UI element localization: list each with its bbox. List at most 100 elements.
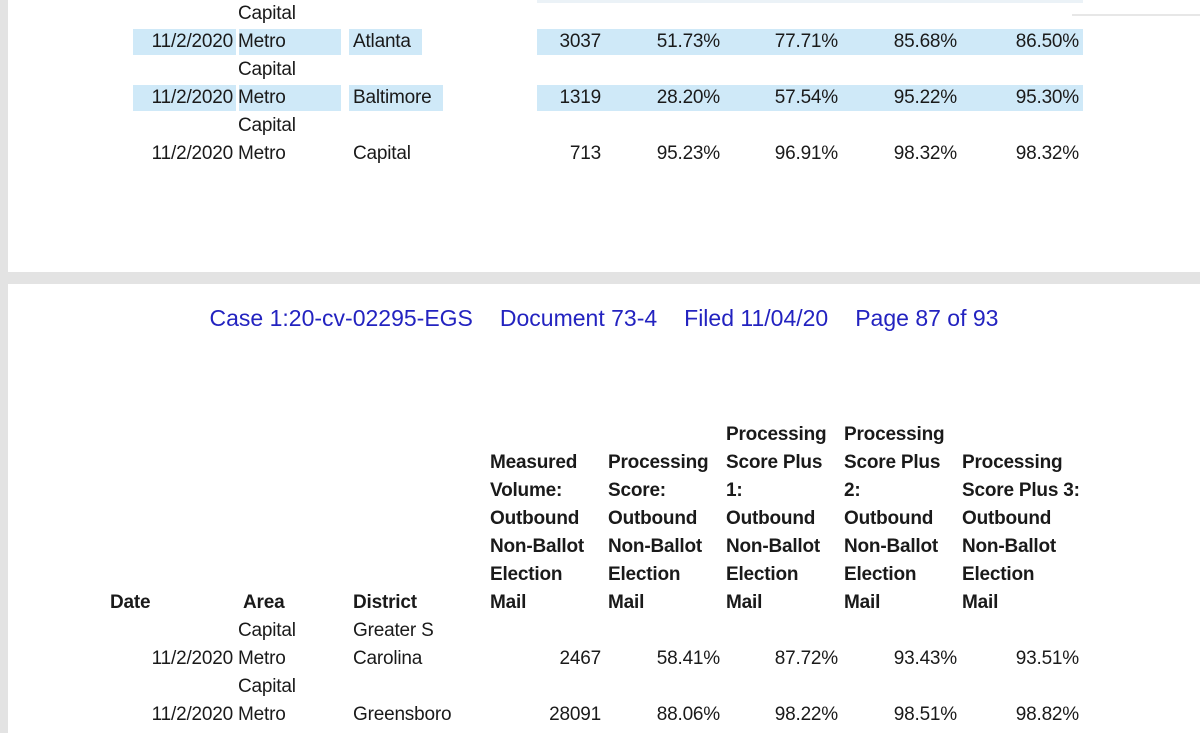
cutoff-row-highlight-edge	[537, 0, 1083, 3]
score-cell: 57.54%	[774, 87, 838, 108]
faint-rule-artifact	[1072, 14, 1200, 16]
selection-highlight	[133, 29, 236, 55]
stamp-document-number: Document 73-4	[499, 305, 658, 331]
column-header-metric: Mail	[962, 592, 999, 613]
case-stamp: Case 1:20-cv-02295-EGS Document 73-4 Fil…	[8, 302, 1200, 334]
stamp-filed-date: Filed 11/04/20	[684, 305, 829, 331]
column-header-date: Date	[110, 592, 151, 613]
area-cell: Capital	[238, 115, 296, 136]
score-cell: 93.51%	[1015, 648, 1079, 669]
date-cell: 11/2/2020	[151, 31, 234, 52]
column-header-metric: Score:	[608, 480, 666, 501]
column-header-metric: Processing	[962, 452, 1063, 473]
area-cell: Capital	[238, 59, 296, 80]
district-cell: Capital	[353, 143, 411, 164]
area-cell: Capital	[238, 3, 296, 24]
column-header-metric: Election	[490, 564, 563, 585]
score-cell: 98.32%	[1015, 143, 1079, 164]
column-header-metric: Mail	[726, 592, 763, 613]
selection-highlight	[537, 29, 1083, 55]
column-header-metric: Outbound	[844, 508, 934, 529]
column-header-metric: Score Plus	[726, 452, 823, 473]
date-cell: 11/2/2020	[151, 143, 234, 164]
column-header-metric: 2:	[844, 480, 861, 501]
score-cell: 98.82%	[1015, 704, 1079, 725]
date-cell: 11/2/2020	[151, 648, 234, 669]
column-header-metric: Score Plus 3:	[962, 480, 1080, 501]
district-cell: Carolina	[353, 648, 423, 669]
column-header-metric: Outbound	[726, 508, 816, 529]
area-cell: Metro	[238, 704, 286, 725]
column-header-metric: Non-Ballot	[608, 536, 703, 557]
district-cell: Atlanta	[353, 31, 411, 52]
score-cell: 86.50%	[1015, 31, 1079, 52]
column-header-metric: Election	[608, 564, 681, 585]
column-header-district: District	[353, 592, 417, 613]
column-header-metric: Non-Ballot	[962, 536, 1057, 557]
selection-highlight	[239, 85, 341, 111]
stamp-page-number: Page 87 of 93	[855, 305, 999, 331]
score-cell: 98.51%	[893, 704, 957, 725]
score-cell: 98.22%	[774, 704, 838, 725]
column-header-metric: Mail	[490, 592, 527, 613]
selection-highlight	[133, 85, 236, 111]
column-header-metric: Processing	[726, 424, 827, 445]
selection-highlight	[349, 29, 423, 55]
column-header-metric: Non-Ballot	[726, 536, 821, 557]
column-header-area: Area	[243, 592, 285, 613]
column-header-metric: Non-Ballot	[490, 536, 585, 557]
column-header-metric: Election	[844, 564, 917, 585]
column-header-metric: Processing	[844, 424, 945, 445]
area-cell: Metro	[238, 648, 286, 669]
stamp-case-number: Case 1:20-cv-02295-EGS	[209, 305, 473, 331]
volume-cell: 2467	[559, 648, 602, 669]
score-cell: 85.68%	[893, 31, 957, 52]
area-cell: Capital	[238, 620, 296, 641]
column-header-metric: Score Plus	[844, 452, 941, 473]
date-cell: 11/2/2020	[151, 704, 234, 725]
score-cell: 95.23%	[656, 143, 720, 164]
score-cell: 77.71%	[774, 31, 838, 52]
district-cell: Greater S	[353, 620, 434, 641]
score-cell: 93.43%	[893, 648, 957, 669]
column-header-metric: Processing	[608, 452, 709, 473]
score-cell: 98.32%	[893, 143, 957, 164]
area-cell: Metro	[238, 87, 286, 108]
area-cell: Metro	[238, 143, 286, 164]
volume-cell: 713	[569, 143, 601, 164]
area-cell: Metro	[238, 31, 286, 52]
column-header-metric: Non-Ballot	[844, 536, 939, 557]
score-cell: 51.73%	[656, 31, 720, 52]
area-cell: Capital	[238, 676, 296, 697]
page-separator	[0, 272, 1200, 284]
district-cell: Baltimore	[353, 87, 432, 108]
column-header-metric: Measured	[490, 452, 578, 473]
page-left-gutter	[0, 0, 8, 733]
score-cell: 95.30%	[1015, 87, 1079, 108]
column-header-metric: Outbound	[490, 508, 580, 529]
column-header-metric: Mail	[844, 592, 881, 613]
volume-cell: 1319	[559, 87, 602, 108]
score-cell: 28.20%	[656, 87, 720, 108]
district-cell: Greensboro	[353, 704, 452, 725]
column-header-metric: Outbound	[608, 508, 698, 529]
selection-highlight	[537, 85, 1083, 111]
selection-highlight	[349, 85, 444, 111]
score-cell: 87.72%	[774, 648, 838, 669]
column-header-metric: Election	[726, 564, 799, 585]
column-header-metric: Mail	[608, 592, 645, 613]
column-header-metric: Outbound	[962, 508, 1052, 529]
selection-highlight	[239, 29, 341, 55]
column-header-metric: Volume:	[490, 480, 563, 501]
volume-cell: 28091	[549, 704, 601, 725]
score-cell: 88.06%	[656, 704, 720, 725]
score-cell: 58.41%	[656, 648, 720, 669]
date-cell: 11/2/2020	[151, 87, 234, 108]
volume-cell: 3037	[559, 31, 602, 52]
score-cell: 96.91%	[774, 143, 838, 164]
column-header-metric: Election	[962, 564, 1035, 585]
column-header-metric: 1:	[726, 480, 743, 501]
